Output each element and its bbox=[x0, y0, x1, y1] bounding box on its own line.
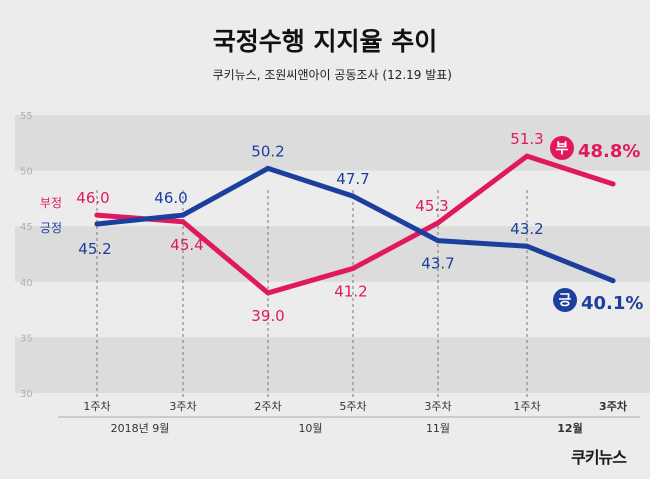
y-tick-label: 55 bbox=[20, 111, 33, 122]
x-tick-label: 2주차 bbox=[254, 400, 281, 413]
data-label: 45.3 bbox=[415, 197, 448, 215]
y-tick-label: 30 bbox=[20, 389, 33, 400]
series-name: 부정 bbox=[40, 196, 62, 210]
y-tick-label: 50 bbox=[20, 167, 33, 178]
y-tick-label: 35 bbox=[20, 333, 33, 344]
x-tick-label: 1주차 bbox=[83, 400, 110, 413]
x-tick-label: 3주차 bbox=[599, 399, 628, 413]
data-point bbox=[350, 193, 356, 199]
data-point bbox=[524, 153, 530, 159]
series-name: 긍정 bbox=[40, 221, 62, 235]
end-value-label: 40.1% bbox=[581, 293, 643, 314]
data-point bbox=[265, 165, 271, 171]
data-point bbox=[94, 212, 100, 218]
data-point bbox=[265, 290, 271, 296]
data-label: 43.2 bbox=[510, 220, 543, 238]
data-label: 47.7 bbox=[336, 170, 369, 188]
data-label: 41.2 bbox=[334, 282, 367, 300]
data-label: 51.3 bbox=[510, 130, 543, 148]
chart-subtitle: 쿠키뉴스, 조원씨앤아이 공동조사 (12.19 발표) bbox=[212, 68, 452, 82]
end-badge bbox=[550, 136, 574, 160]
data-label: 45.4 bbox=[170, 236, 203, 254]
grid-band bbox=[15, 337, 650, 393]
end-badge-label: 긍 bbox=[559, 293, 572, 309]
x-tick-label: 3주차 bbox=[169, 400, 196, 413]
data-label: 46.0 bbox=[154, 189, 187, 207]
data-label: 43.7 bbox=[421, 255, 454, 273]
data-label: 50.2 bbox=[251, 142, 284, 160]
data-point bbox=[94, 221, 100, 227]
end-badge-label: 부 bbox=[556, 141, 569, 157]
data-point bbox=[435, 238, 441, 244]
data-label: 39.0 bbox=[251, 307, 284, 325]
chart-title: 국정수행 지지율 추이 bbox=[212, 27, 438, 56]
x-tick-label: 3주차 bbox=[424, 400, 451, 413]
end-badge bbox=[553, 288, 577, 312]
data-label: 46.0 bbox=[76, 189, 109, 207]
data-point bbox=[610, 278, 616, 284]
brand-logo: 쿠키뉴스 bbox=[571, 448, 627, 467]
data-point bbox=[180, 212, 186, 218]
x-group-label: 11월 bbox=[426, 422, 450, 435]
x-group-label: 2018년 9월 bbox=[111, 422, 170, 435]
x-tick-label: 1주차 bbox=[513, 400, 540, 413]
x-tick-label: 5주차 bbox=[339, 400, 366, 413]
y-tick-label: 40 bbox=[20, 278, 33, 289]
data-label: 45.2 bbox=[78, 240, 111, 258]
data-point bbox=[610, 181, 616, 187]
data-point bbox=[180, 219, 186, 225]
x-group-label: 10월 bbox=[298, 422, 322, 435]
data-point bbox=[350, 265, 356, 271]
data-point bbox=[435, 220, 441, 226]
end-value-label: 48.8% bbox=[578, 141, 640, 162]
y-tick-label: 45 bbox=[20, 222, 33, 233]
data-point bbox=[524, 243, 530, 249]
x-group-label: 12월 bbox=[557, 421, 582, 435]
